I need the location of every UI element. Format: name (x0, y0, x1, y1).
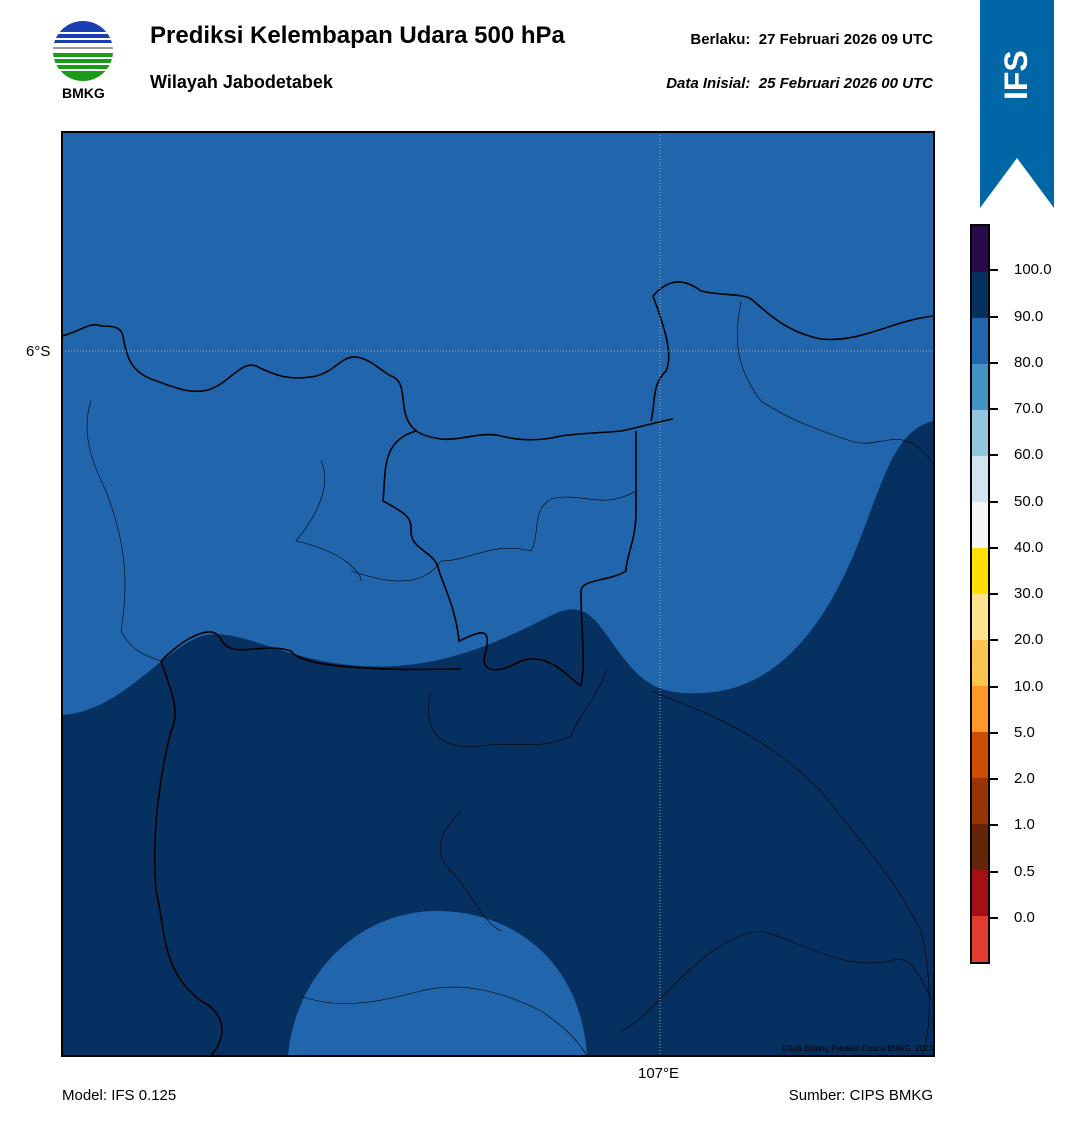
colorbar-label: 60.0 (1014, 446, 1044, 464)
colorbar-bin (972, 456, 988, 502)
valid-label: Berlaku: (690, 31, 751, 48)
humidity-region-90-100 (62, 421, 933, 1056)
valid-value: 27 Februari 2026 09 UTC (758, 31, 933, 48)
colorbar-tick (990, 315, 998, 318)
colorbar-tick (990, 500, 998, 503)
humidity-region-80-90-south (288, 911, 587, 1056)
colorbar-label: 90.0 (1014, 307, 1044, 325)
colorbar-label: 10.0 (1014, 677, 1044, 695)
colorbar (970, 224, 990, 964)
colorbar-bin (972, 548, 988, 594)
colorbar-bin (972, 272, 988, 318)
colorbar-bin (972, 502, 988, 548)
colorbar-bin (972, 870, 988, 916)
province-boundary (153, 430, 637, 1057)
colorbar-label: 100.0 (1014, 261, 1052, 279)
colorbar-label: 0.5 (1014, 862, 1035, 880)
lon-label: 107°E (638, 1065, 680, 1082)
colorbar-tick (990, 361, 998, 364)
colorbar-bin (972, 226, 988, 272)
colorbar-tick (990, 546, 998, 549)
colorbar-bin (972, 364, 988, 410)
colorbar-tick (990, 731, 998, 734)
colorbar-label: 20.0 (1014, 631, 1044, 649)
source-label: Sumber: CIPS BMKG (788, 1087, 933, 1104)
colorbar-bin (972, 410, 988, 456)
init-time: Data Inisial: 25 Februari 2026 00 UTC (666, 75, 933, 92)
ifs-badge (980, 0, 1054, 208)
colorbar-tick (990, 870, 998, 873)
colorbar-label: 50.0 (1014, 492, 1044, 510)
region-subtitle: Wilayah Jabodetabek (150, 72, 333, 92)
ifs-badge-text: IFS (998, 50, 1034, 100)
colorbar-bin (972, 732, 988, 778)
colorbar-tick (990, 269, 998, 272)
colorbar-label: 80.0 (1014, 353, 1044, 371)
colorbar-bin (972, 686, 988, 732)
logo-text: BMKG (62, 85, 105, 101)
humidity-map (61, 131, 935, 1057)
colorbar-label: 2.0 (1014, 770, 1035, 787)
colorbar-bin (972, 916, 988, 962)
colorbar-tick (990, 408, 998, 410)
map-frame (61, 131, 935, 1057)
colorbar-tick (990, 685, 998, 688)
init-value: 25 Februari 2026 00 UTC (758, 75, 933, 92)
colorbar-bin (972, 594, 988, 640)
colorbar-tick (990, 639, 998, 642)
colorbar-label: 30.0 (1014, 585, 1044, 602)
colorbar-label: 0.0 (1014, 908, 1035, 926)
valid-time: Berlaku: 27 Februari 2026 09 UTC (690, 31, 933, 48)
colorbar-bin (972, 640, 988, 686)
colorbar-label: 5.0 (1014, 723, 1035, 741)
colorbar-label: 40.0 (1014, 538, 1044, 556)
colorbar-bin (972, 318, 988, 364)
colorbar-tick (990, 824, 998, 827)
colorbar-label: 1.0 (1014, 816, 1035, 834)
map-credit: ©Sub Bidang Prediksi Cuaca BMKG, 2023 (781, 1044, 933, 1053)
coastline (61, 281, 934, 441)
regency-boundaries (86, 300, 934, 1057)
colorbar-tick (990, 454, 998, 457)
colorbar-bin (972, 778, 988, 824)
colorbar-label: 70.0 (1014, 400, 1044, 417)
colorbar-tick (990, 778, 998, 780)
lat-label: 6°S (26, 343, 51, 360)
colorbar-tick (990, 593, 998, 595)
bmkg-logo (53, 21, 113, 81)
model-label: Model: IFS 0.125 (62, 1087, 177, 1104)
colorbar-bin (972, 824, 988, 870)
colorbar-tick (990, 916, 998, 919)
page-title: Prediksi Kelembapan Udara 500 hPa (150, 22, 565, 49)
init-label: Data Inisial: (666, 75, 751, 92)
